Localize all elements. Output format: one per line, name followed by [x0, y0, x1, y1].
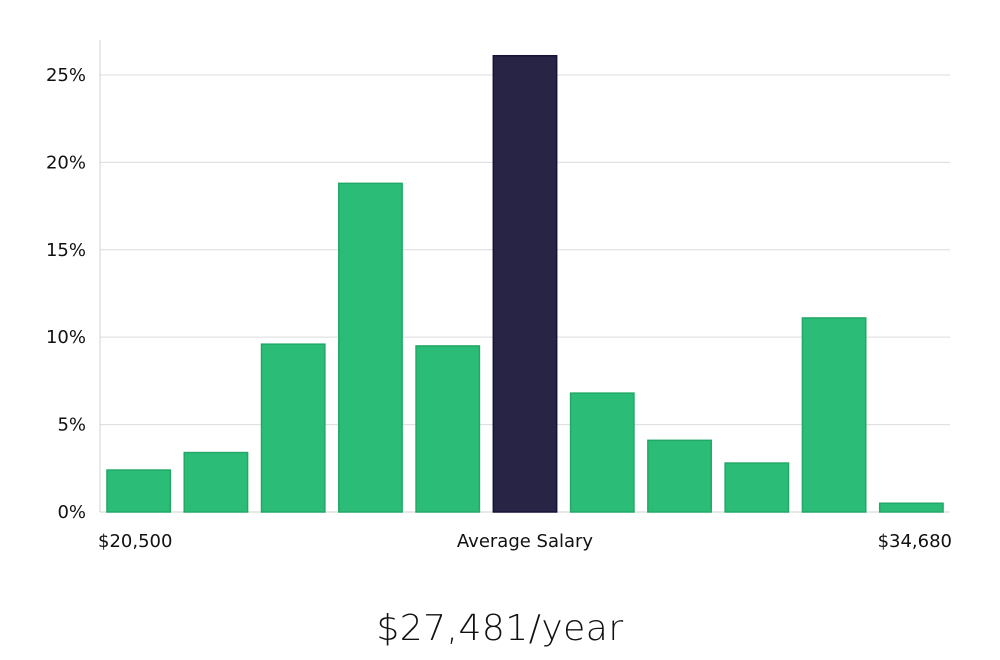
- y-tick-label: 5%: [57, 415, 86, 436]
- x-max-label: $34,680: [878, 531, 952, 552]
- bars: [106, 54, 944, 513]
- bar: [647, 439, 712, 513]
- bar: [415, 345, 481, 513]
- salary-histogram: 0%5%10%15%20%25% $20,500 Average Salary …: [46, 40, 952, 552]
- y-tick-label: 20%: [46, 152, 86, 173]
- bar: [724, 462, 790, 513]
- x-axis-label: Average Salary: [457, 531, 594, 552]
- y-tick-label: 0%: [57, 502, 86, 523]
- bar: [801, 317, 867, 513]
- bar-highlighted: [492, 54, 558, 513]
- y-tick-label: 10%: [46, 327, 86, 348]
- y-axis-ticks: 0% 5% 10% 15% 20% 25%: [46, 65, 86, 523]
- bar: [260, 343, 326, 513]
- bar: [338, 182, 403, 513]
- x-min-label: $20,500: [98, 531, 172, 552]
- bar: [106, 469, 172, 513]
- y-tick-label: 15%: [46, 240, 86, 261]
- bar: [183, 451, 249, 513]
- average-salary-value: $27,481/year: [376, 608, 624, 649]
- bar: [569, 392, 635, 513]
- y-tick-label: 25%: [46, 65, 86, 86]
- bar: [878, 502, 944, 513]
